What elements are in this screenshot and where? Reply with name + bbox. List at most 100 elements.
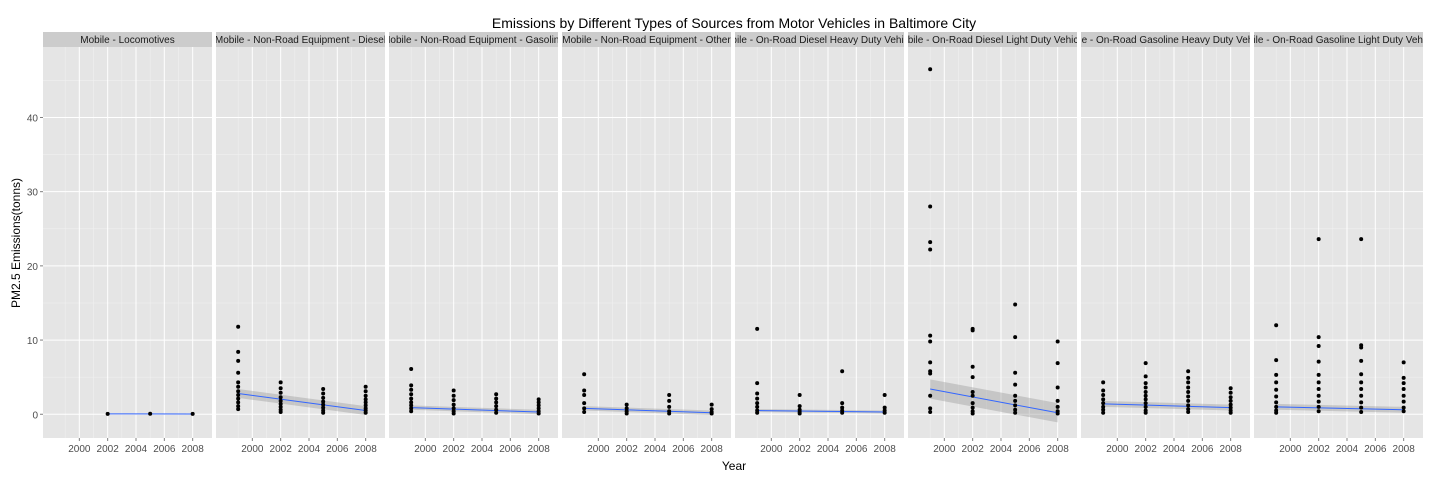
data-point (1359, 394, 1363, 398)
x-tick-label: 2004 (990, 444, 1013, 455)
x-tick-label: 2006 (1364, 444, 1387, 455)
data-point (755, 327, 759, 331)
data-point (1144, 374, 1148, 378)
data-point (279, 386, 283, 390)
data-point (798, 404, 802, 408)
data-point (494, 397, 498, 401)
data-point (364, 394, 368, 398)
y-axis-label: PM2.5 Emissions(tonns) (9, 178, 23, 308)
data-point (971, 401, 975, 405)
x-tick-label: 2000 (933, 444, 956, 455)
x-tick-label: 2002 (270, 444, 293, 455)
y-tick-label: 10 (27, 336, 39, 347)
x-tick-label: 2004 (125, 444, 148, 455)
facet-strip-label: Mobile - Non-Road Equipment - Gasoline (382, 35, 565, 46)
facet-panel: Mobile - Non-Road Equipment - Diesel2000… (215, 32, 386, 455)
data-point (971, 406, 975, 410)
x-tick-label: 2008 (1220, 444, 1243, 455)
facet-panel: Mobile - On-Road Gasoline Heavy Duty Veh… (1058, 32, 1274, 455)
data-point (494, 392, 498, 396)
data-point (1013, 383, 1017, 387)
panel-background (1254, 47, 1423, 438)
facet-strip-label: Mobile - On-Road Gasoline Light Duty Veh… (1234, 35, 1440, 46)
data-point (236, 407, 240, 411)
data-point (971, 394, 975, 398)
data-point (971, 375, 975, 379)
data-point (971, 412, 975, 416)
data-point (1144, 394, 1148, 398)
data-point (1359, 410, 1363, 414)
data-point (321, 387, 325, 391)
data-point (236, 397, 240, 401)
x-tick-label: 2004 (1163, 444, 1186, 455)
data-point (1144, 361, 1148, 365)
x-tick-label: 2000 (414, 444, 437, 455)
panel-background (43, 47, 212, 438)
data-point (667, 405, 671, 409)
data-point (1013, 399, 1017, 403)
data-point (1317, 405, 1321, 409)
data-point (452, 394, 456, 398)
data-point (928, 410, 932, 414)
data-point (1402, 409, 1406, 413)
panel-background (389, 47, 558, 438)
data-point (755, 397, 759, 401)
data-point (1056, 412, 1060, 416)
data-point (364, 389, 368, 393)
x-tick-label: 2004 (1336, 444, 1359, 455)
data-point (1101, 380, 1105, 384)
data-point (1056, 340, 1060, 344)
data-point (1359, 387, 1363, 391)
data-point (1317, 409, 1321, 413)
data-point (1317, 400, 1321, 404)
data-point (1402, 400, 1406, 404)
data-point (1013, 302, 1017, 306)
data-point (1186, 410, 1190, 414)
data-point (625, 403, 629, 407)
x-tick-label: 2004 (471, 444, 494, 455)
data-point (1274, 405, 1278, 409)
data-point (1317, 237, 1321, 241)
x-tick-label: 2006 (499, 444, 522, 455)
x-tick-label: 2000 (68, 444, 91, 455)
data-point (1359, 380, 1363, 384)
panel-background (562, 47, 731, 438)
data-point (1359, 237, 1363, 241)
data-point (279, 410, 283, 414)
data-point (667, 399, 671, 403)
data-point (537, 412, 541, 416)
data-point (321, 396, 325, 400)
x-tick-label: 2006 (326, 444, 349, 455)
data-point (236, 371, 240, 375)
data-point (1229, 386, 1233, 390)
data-point (1144, 381, 1148, 385)
data-point (1101, 397, 1105, 401)
data-point (928, 248, 932, 252)
data-point (1229, 399, 1233, 403)
data-point (1144, 386, 1148, 390)
x-tick-label: 2000 (760, 444, 783, 455)
data-point (971, 390, 975, 394)
data-point (798, 412, 802, 416)
data-point (1274, 323, 1278, 327)
x-tick-label: 2004 (644, 444, 667, 455)
facet-panel: Mobile - On-Road Diesel Heavy Duty Vehic… (718, 32, 922, 455)
data-point (1402, 394, 1406, 398)
data-point (755, 391, 759, 395)
data-point (1274, 373, 1278, 377)
chart-title: Emissions by Different Types of Sources … (492, 15, 976, 31)
data-point (148, 412, 152, 416)
facet-strip-label: Mobile - On-Road Diesel Heavy Duty Vehic… (718, 35, 922, 46)
data-point (1317, 380, 1321, 384)
x-tick-label: 2000 (1106, 444, 1129, 455)
data-point (409, 397, 413, 401)
panel-background (216, 47, 385, 438)
data-point (1274, 411, 1278, 415)
data-point (971, 365, 975, 369)
data-point (840, 401, 844, 405)
